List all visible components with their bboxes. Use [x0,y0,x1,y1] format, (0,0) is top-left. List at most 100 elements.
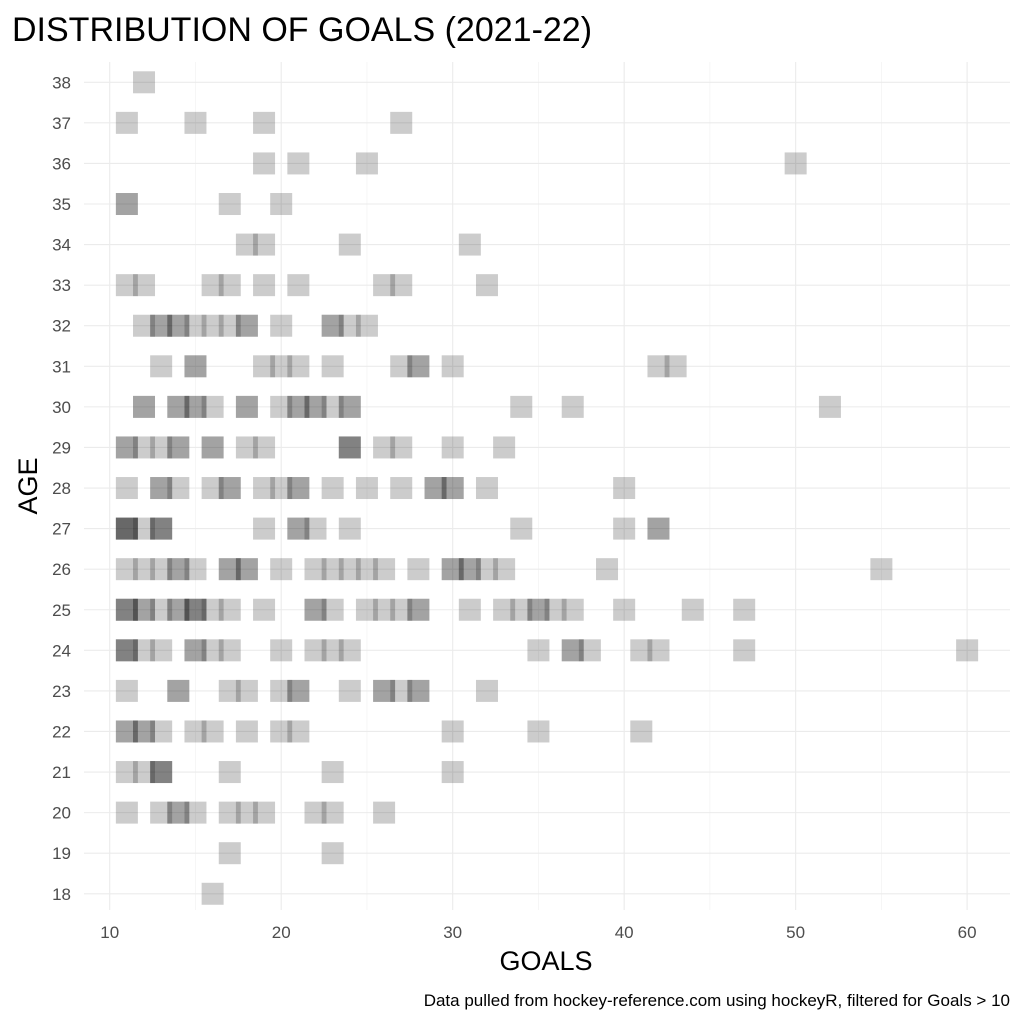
x-tick-label: 50 [786,923,805,942]
data-point [270,639,293,662]
data-point [647,639,670,662]
data-point [253,436,276,459]
data-point [270,355,293,378]
grid-lines [84,62,1010,910]
y-tick-label: 33 [52,276,71,295]
data-point [784,152,807,175]
data-point [201,314,224,337]
x-axis-title: GOALS [499,946,592,976]
data-point [270,314,293,337]
data-point [167,395,190,418]
data-point [184,720,207,743]
data-point [167,558,190,581]
data-point [390,598,413,621]
y-tick-label: 26 [52,560,71,579]
data-point [441,436,464,459]
data-point [287,517,310,540]
y-tick-label: 30 [52,398,71,417]
data-point [390,477,413,500]
data-point [115,111,138,134]
data-point [321,355,344,378]
data-point [253,477,276,500]
x-tick-label: 20 [272,923,291,942]
data-point [115,193,138,216]
data-point [304,639,327,662]
y-tick-label: 31 [52,357,71,376]
data-point [390,274,413,297]
data-point [150,477,173,500]
data-point [321,761,344,784]
data-point [321,639,344,662]
data-point [184,639,207,662]
data-point [115,720,138,743]
data-point [115,720,138,743]
data-point [355,314,378,337]
data-point [184,314,207,337]
data-point [150,517,173,540]
data-point [561,639,584,662]
data-point [115,517,138,540]
y-tick-label: 20 [52,804,71,823]
data-point [133,517,156,540]
data-point [235,395,258,418]
data-point [133,720,156,743]
data-point [270,720,293,743]
y-tick-label: 32 [52,317,71,336]
data-point [218,801,241,824]
data-point [115,517,138,540]
data-point [167,477,190,500]
data-point [218,477,241,500]
data-point [115,639,138,662]
data-point [321,842,344,865]
data-point [321,314,344,337]
data-point [133,720,156,743]
data-point [184,355,207,378]
data-point [235,436,258,459]
data-point [424,477,447,500]
data-point [235,679,258,702]
y-tick-label: 24 [52,641,71,660]
data-point [115,679,138,702]
data-point [253,517,276,540]
data-point [733,598,756,621]
data-point [133,436,156,459]
data-point [133,598,156,621]
data-point [167,314,190,337]
data-point [167,801,190,824]
data-point [167,679,190,702]
data-point [647,517,670,540]
data-point [218,193,241,216]
data-point [441,477,464,500]
data-point [373,801,396,824]
data-point [441,558,464,581]
data-point [338,314,361,337]
data-point [115,598,138,621]
data-point [338,436,361,459]
data-point [218,314,241,337]
data-point [561,395,584,418]
data-point [150,355,173,378]
data-point [390,355,413,378]
data-point [287,517,310,540]
data-point [338,233,361,256]
data-point [150,639,173,662]
data-point [133,598,156,621]
data-point [373,274,396,297]
data-point [338,517,361,540]
data-point [150,517,173,540]
data-point [441,558,464,581]
data-point [321,314,344,337]
data-point [218,598,241,621]
data-point [321,598,344,621]
data-point [287,395,310,418]
data-point [150,314,173,337]
data-point [184,598,207,621]
data-point [338,679,361,702]
data-point [390,679,413,702]
data-point [338,558,361,581]
data-point [287,679,310,702]
data-point [235,314,258,337]
data-point [133,314,156,337]
data-point [218,679,241,702]
